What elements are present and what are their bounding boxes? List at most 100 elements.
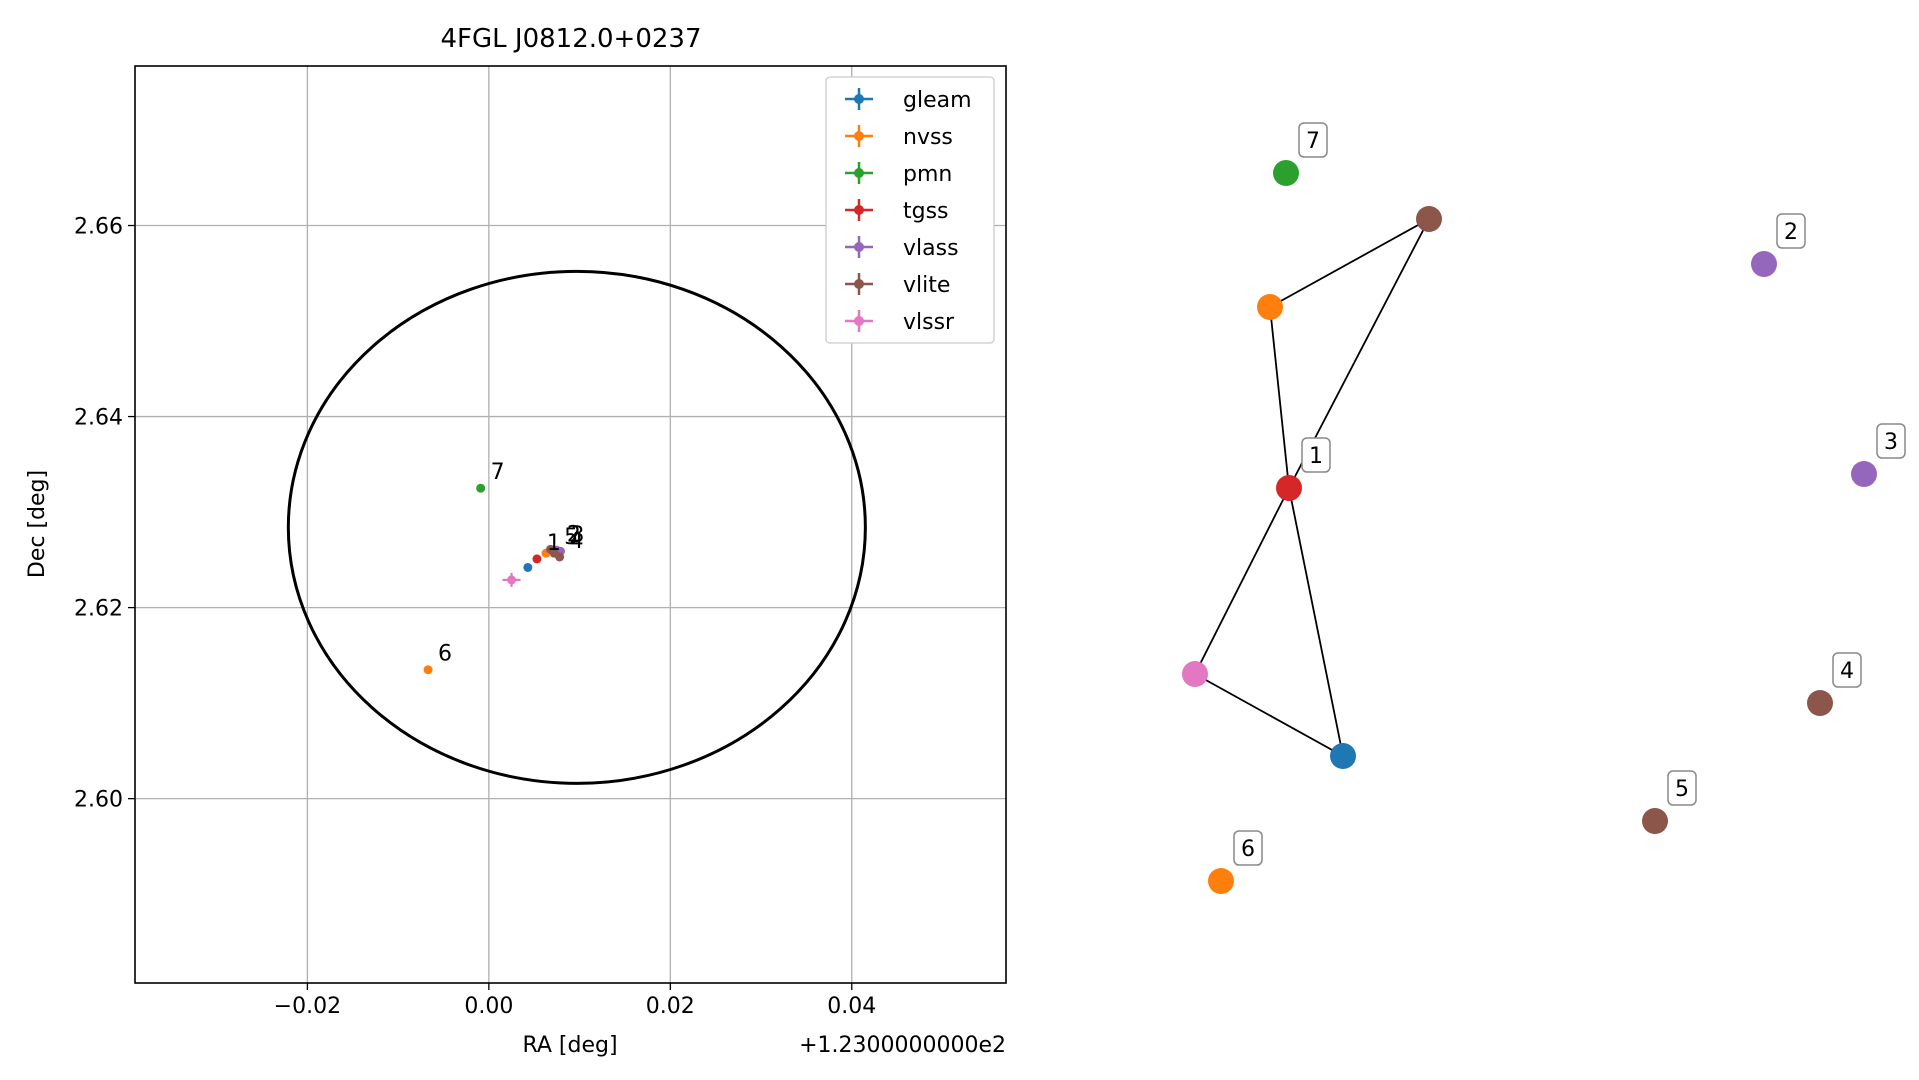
point-annotation: 5: [564, 525, 578, 550]
node-label-text: 7: [1306, 129, 1320, 154]
node-label-box: [1233, 830, 1263, 866]
data-point: [423, 665, 433, 675]
node-label-box: [1301, 437, 1331, 473]
node-label-5: 5: [1667, 770, 1697, 806]
point-annotation: 1: [547, 531, 561, 556]
y-tick-label: 2.66: [74, 215, 123, 240]
legend-entry-tgss: tgss: [845, 199, 949, 224]
graph-edge: [1269, 218, 1430, 308]
graph-node-tgss: [1276, 475, 1302, 501]
y-tick-label: 2.60: [74, 788, 123, 813]
graph-edges: [1194, 218, 1430, 757]
point-annotation: 3: [571, 523, 585, 548]
graph-node-vlass_3: [1851, 461, 1877, 487]
plot-frame: [134, 65, 1007, 984]
x-axis-offset: +1.2300000000e2: [799, 1033, 1006, 1058]
legend-marker-dot: [854, 279, 864, 289]
graph-node-nvss_6: [1208, 868, 1234, 894]
legend-label: vlass: [903, 236, 959, 261]
legend-entry-vlssr: vlssr: [845, 310, 955, 335]
point-annotation: 7: [491, 460, 505, 485]
node-label-2: 2: [1776, 213, 1806, 249]
node-label-text: 1: [1309, 444, 1323, 469]
node-label-3: 3: [1876, 423, 1906, 459]
point-annotation: 6: [438, 642, 452, 667]
data-point: [549, 548, 559, 558]
data-point: [476, 483, 486, 493]
legend-entry-nvss: nvss: [845, 125, 953, 150]
graph-edge: [1269, 306, 1290, 489]
node-label-text: 4: [1840, 659, 1854, 684]
graph-node-vlite_a: [1416, 206, 1442, 232]
legend-label: nvss: [903, 125, 953, 150]
legend-marker-dot: [854, 131, 864, 141]
graph-node-pmn: [1273, 160, 1299, 186]
legend-marker-dot: [854, 242, 864, 252]
data-point: [532, 554, 542, 564]
y-axis-ticks: 2.60 2.62 2.64 2.66: [74, 215, 135, 813]
point-pmn: [476, 483, 486, 493]
node-label-text: 5: [1675, 777, 1689, 802]
node-label-7: 7: [1298, 122, 1328, 158]
point-nvss: [423, 665, 433, 675]
point-tgss: [532, 554, 542, 564]
graph-node-vlass_2: [1751, 251, 1777, 277]
legend-label: vlite: [903, 273, 950, 298]
graph-edge: [1194, 487, 1290, 675]
chart-title: 4FGL J0812.0+0237: [441, 24, 702, 54]
y-tick-label: 2.62: [74, 597, 123, 622]
point-annotation: 2: [567, 522, 581, 547]
x-tick-label: −0.02: [274, 994, 341, 1019]
y-axis-label: Dec [deg]: [25, 470, 50, 578]
legend-marker-dot: [854, 168, 864, 178]
node-label-text: 2: [1784, 220, 1798, 245]
legend-label: vlssr: [903, 310, 955, 335]
legend-marker-dot: [854, 205, 864, 215]
x-tick-label: 0.04: [827, 994, 876, 1019]
network-graph: 1 7 2 3 4 5 6: [1182, 122, 1906, 894]
node-label-text: 3: [1884, 430, 1898, 455]
x-axis-label: RA [deg]: [522, 1033, 617, 1058]
data-point: [507, 575, 517, 585]
x-axis-ticks: −0.02 0.00 0.02 0.04: [274, 983, 876, 1019]
error-ellipse: [286, 269, 867, 785]
node-label-box: [1832, 652, 1862, 688]
y-tick-label: 2.64: [74, 406, 123, 431]
graph-nodes: 1 7 2 3 4 5 6: [1182, 122, 1906, 894]
point-vlssr: [502, 572, 521, 587]
point-gleam: [523, 562, 533, 572]
legend-label: gleam: [903, 88, 972, 113]
legend-marker-dot: [854, 94, 864, 104]
legend-entry-gleam: gleam: [845, 88, 972, 113]
node-label-4: 4: [1832, 652, 1862, 688]
node-label-box: [1776, 213, 1806, 249]
point-annotation: 4: [570, 529, 584, 554]
graph-node-vlite_4: [1807, 690, 1833, 716]
point-vlite: [549, 548, 559, 558]
graph-node-nvss_a: [1257, 294, 1283, 320]
legend-box: [825, 76, 995, 344]
graph-edge: [1288, 487, 1344, 757]
graph-node-vlssr: [1182, 661, 1208, 687]
x-tick-label: 0.00: [464, 994, 513, 1019]
graph-node-gleam: [1330, 743, 1356, 769]
legend-label: tgss: [903, 199, 949, 224]
graph-edge: [1194, 673, 1344, 757]
node-label-box: [1876, 423, 1906, 459]
node-label-box: [1298, 122, 1328, 158]
legend-entry-pmn: pmn: [845, 162, 952, 187]
node-label-text: 6: [1241, 837, 1255, 862]
data-point: [523, 562, 533, 572]
node-label-1: 1: [1301, 437, 1331, 473]
graph-node-vlite_5: [1642, 808, 1668, 834]
legend-marker-dot: [854, 316, 864, 326]
x-tick-label: 0.02: [646, 994, 695, 1019]
legend-entry-vlass: vlass: [845, 236, 959, 261]
node-label-box: [1667, 770, 1697, 806]
node-label-6: 6: [1233, 830, 1263, 866]
legend-label: pmn: [903, 162, 952, 187]
legend-entry-vlite: vlite: [845, 273, 950, 298]
